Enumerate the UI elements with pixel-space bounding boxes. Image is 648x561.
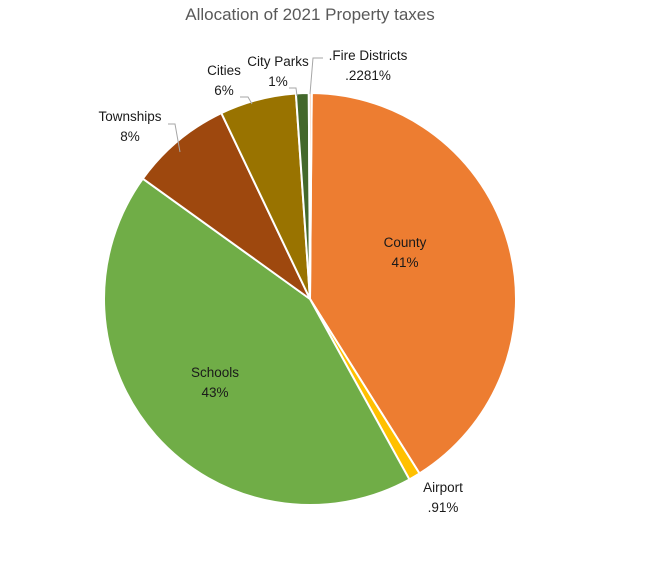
slice-label-city-parks: City Parks <box>247 54 309 69</box>
slice-value-cities: 6% <box>214 83 234 98</box>
slice-label-schools: Schools <box>191 365 239 380</box>
slice-value-airport: .91% <box>428 500 459 515</box>
pie-slice-county <box>308 92 517 475</box>
slice-value-townships: 8% <box>120 129 140 144</box>
slice-label-cities: Cities <box>207 63 241 78</box>
chart-title: Allocation of 2021 Property taxes <box>185 5 435 24</box>
pie-slice-schools <box>103 177 411 506</box>
slice-label-townships: Townships <box>98 109 161 124</box>
slice-value-city-parks: 1% <box>268 74 288 89</box>
leader-line-townships <box>168 123 181 153</box>
leader-line-cities <box>240 96 253 105</box>
leader-line-city-parks <box>289 87 298 97</box>
slice-value-schools: 43% <box>201 385 228 400</box>
slice-label-fire-districts: .Fire Districts <box>329 48 408 63</box>
slice-label-county: County <box>384 235 427 250</box>
slice-value-county: 41% <box>391 255 418 270</box>
slice-label-airport: Airport <box>423 480 463 495</box>
slice-value-fire-districts: .2281% <box>345 68 391 83</box>
leader-line-fire-districts <box>309 57 323 95</box>
